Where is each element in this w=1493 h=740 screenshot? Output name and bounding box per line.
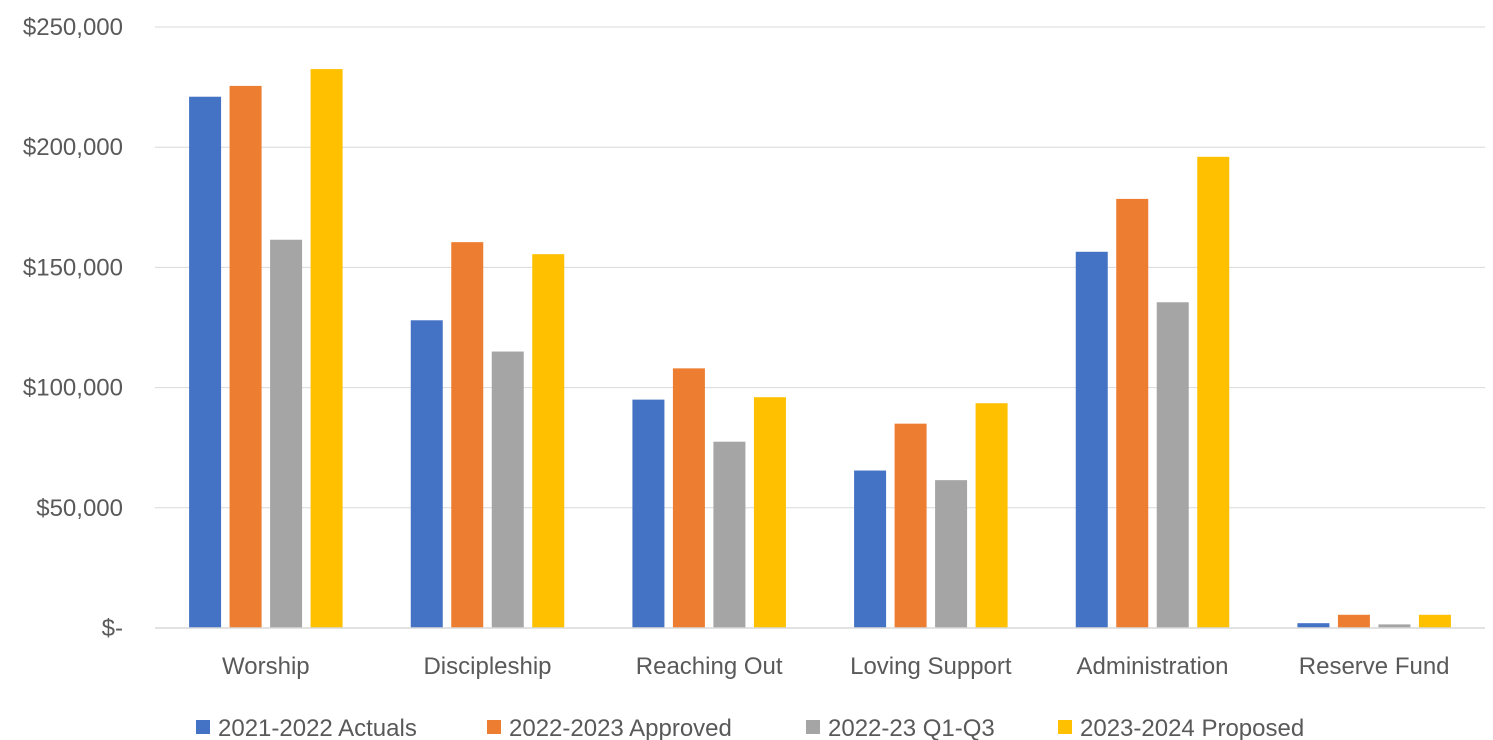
x-category-label: Administration	[1076, 653, 1228, 680]
y-tick-label: $-	[102, 615, 123, 642]
bar	[1075, 251, 1108, 629]
y-axis-tick-labels: $- $50,000 $100,000 $150,000 $200,000 $250,00…	[23, 14, 123, 642]
bar	[1337, 614, 1370, 628]
bar	[1116, 198, 1149, 629]
bar	[491, 351, 524, 628]
legend-swatch	[806, 720, 820, 734]
bar	[270, 239, 303, 628]
y-tick-label: $250,000	[23, 14, 123, 41]
bar	[975, 403, 1008, 628]
bar	[532, 254, 565, 629]
legend-label: 2021-2022 Actuals	[218, 715, 417, 740]
bar	[713, 441, 746, 628]
bar	[935, 480, 968, 628]
legend-label: 2022-23 Q1-Q3	[828, 715, 995, 740]
x-category-label: Worship	[222, 653, 310, 680]
bar	[189, 96, 222, 628]
bar	[854, 470, 887, 628]
x-category-label: Loving Support	[850, 653, 1012, 680]
bars	[189, 69, 1451, 629]
x-category-label: Reaching Out	[636, 653, 783, 680]
x-axis-category-labels: Worship Discipleship Reaching Out Loving Su…	[222, 653, 1450, 680]
legend-swatch	[196, 720, 210, 734]
gridlines	[155, 26, 1485, 509]
legend-swatch	[1058, 720, 1072, 734]
y-tick-label: $100,000	[23, 375, 123, 402]
bar	[410, 320, 443, 628]
legend: 2021-2022 Actuals 2022-2023 Approved 2022-…	[196, 715, 1304, 740]
bar	[894, 423, 927, 628]
bar	[672, 368, 705, 628]
y-tick-label: $50,000	[36, 495, 123, 522]
x-category-label: Discipleship	[423, 653, 551, 680]
bar	[753, 397, 786, 628]
bar	[451, 242, 484, 628]
bar	[1378, 624, 1411, 628]
bar	[1197, 156, 1230, 629]
legend-swatch	[487, 720, 501, 734]
y-tick-label: $200,000	[23, 134, 123, 161]
bar	[632, 399, 665, 628]
bar	[1297, 623, 1330, 628]
bar	[1156, 302, 1189, 628]
legend-label: 2023-2024 Proposed	[1080, 715, 1304, 740]
bar	[310, 69, 343, 628]
x-category-label: Reserve Fund	[1299, 653, 1450, 680]
legend-label: 2022-2023 Approved	[509, 715, 732, 740]
bar	[1418, 614, 1451, 628]
y-tick-label: $150,000	[23, 254, 123, 281]
bar	[229, 85, 262, 628]
